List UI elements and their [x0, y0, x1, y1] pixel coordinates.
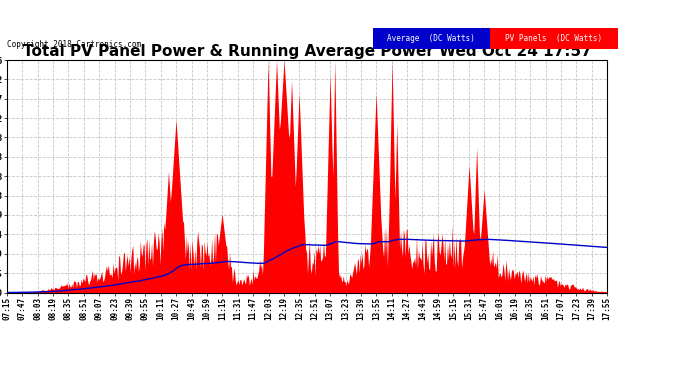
- Title: Total PV Panel Power & Running Average Power Wed Oct 24 17:57: Total PV Panel Power & Running Average P…: [23, 44, 591, 59]
- Text: Average  (DC Watts): Average (DC Watts): [387, 34, 475, 43]
- Text: Copyright 2018 Cartronics.com: Copyright 2018 Cartronics.com: [7, 40, 141, 49]
- Text: PV Panels  (DC Watts): PV Panels (DC Watts): [505, 34, 602, 43]
